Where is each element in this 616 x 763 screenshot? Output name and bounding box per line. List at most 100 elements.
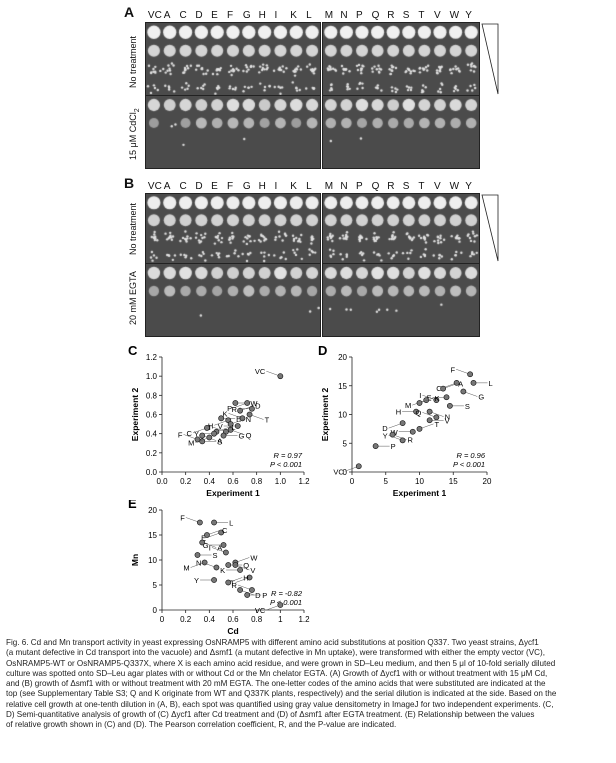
column-header-f: F — [227, 10, 234, 21]
y-tick-label: 20 — [338, 353, 347, 362]
y-tick-label: 0.4 — [146, 430, 158, 439]
column-header-w: W — [449, 10, 460, 21]
point-label: VC — [333, 467, 344, 476]
panel-b-row-egta: 20 mM EGTA — [128, 271, 138, 325]
panel-label: D — [318, 345, 327, 358]
column-header-p: P — [356, 10, 363, 21]
caption-line: (a mutant defective in Cd transport into… — [6, 648, 545, 658]
point-label: N — [196, 559, 201, 568]
point-label: A — [458, 380, 463, 389]
data-point — [277, 373, 284, 380]
column-header-h: H — [258, 10, 266, 21]
x-tick-label: 0.2 — [180, 615, 192, 624]
point-label: G — [203, 541, 209, 550]
data-point — [234, 423, 241, 429]
column-header-f: F — [227, 181, 234, 192]
point-label: Y — [194, 430, 199, 439]
data-point — [206, 434, 213, 441]
point-label: L — [489, 379, 493, 388]
data-point — [199, 539, 206, 546]
x-tick-label: 20 — [483, 477, 492, 486]
point-label: T — [265, 416, 270, 425]
column-header-l: L — [306, 10, 312, 21]
column-header-s: S — [402, 10, 410, 21]
y-tick-label: 1.0 — [146, 372, 158, 381]
stat-label: R = -0.82 — [271, 589, 303, 598]
x-tick-label: 5 — [384, 477, 389, 486]
stat-label: P < 0.001 — [270, 598, 302, 607]
point-label: A — [217, 544, 222, 553]
point-label: A — [217, 437, 222, 446]
column-header-c: C — [179, 10, 187, 21]
column-header-t: T — [418, 181, 425, 192]
y-tick-label: 1.2 — [146, 353, 158, 362]
y-tick-label: 0.0 — [146, 468, 158, 477]
point-label: I — [209, 544, 211, 553]
caption-line: D) Semi-quantitative analysis of growth … — [6, 710, 535, 720]
column-header-a: A — [163, 181, 171, 192]
point-label: W — [391, 428, 399, 437]
column-header-m: M — [324, 10, 334, 21]
x-tick-label: 10 — [415, 477, 424, 486]
panel-label: C — [128, 345, 138, 358]
data-point — [433, 414, 440, 421]
data-point — [223, 549, 229, 556]
plate-a-no-treatment-right — [322, 22, 480, 98]
data-point — [225, 579, 232, 586]
point-label: F — [178, 430, 183, 439]
x-tick-label: 0.4 — [204, 477, 216, 486]
data-point — [237, 407, 243, 414]
column-header-t: T — [418, 10, 425, 21]
x-tick-label: 1 — [278, 615, 283, 624]
point-label: V — [218, 422, 223, 431]
caption-line: top (see Supplementary Table S3; Q and K… — [6, 689, 557, 699]
point-label: R — [232, 405, 238, 414]
column-header-q: Q — [371, 10, 380, 21]
data-point — [246, 574, 253, 581]
point-label: S — [217, 437, 222, 446]
y-tick-label: 0.6 — [146, 411, 158, 420]
point-label: H — [396, 408, 401, 417]
column-header-d: D — [195, 10, 203, 21]
column-header-m: M — [324, 181, 334, 192]
y-tick-label: 10 — [148, 556, 157, 565]
column-header-l: L — [306, 181, 312, 192]
x-tick-label: 0.6 — [227, 615, 239, 624]
data-point — [196, 519, 203, 526]
y-tick-label: 0 — [343, 468, 348, 477]
data-point — [204, 532, 210, 538]
point-label: M — [188, 439, 194, 448]
data-point — [399, 437, 406, 444]
plate-b-egta-left — [145, 263, 321, 337]
chart-d: 0 5 10 15 20 0 5 10 15 20 Experiment 1 Experiment 2… — [318, 345, 493, 498]
y-tick-label: 0 — [153, 606, 158, 615]
plate-a-cd-left — [145, 95, 321, 169]
column-header-i: I — [274, 10, 278, 21]
dilution-triangle-b — [481, 194, 499, 262]
column-header-r: R — [387, 181, 395, 192]
y-tick-label: 15 — [338, 382, 347, 391]
point-label: F — [451, 365, 456, 374]
x-tick-label: 1.2 — [298, 615, 310, 624]
column-header-r: R — [387, 10, 395, 21]
plate-b-no-treatment-right — [322, 193, 480, 265]
point-label: C — [436, 384, 442, 393]
data-point — [277, 602, 284, 608]
caption-line: Fig. 6. Cd and Mn transport activity in … — [6, 638, 539, 647]
y-tick-label: 0.2 — [146, 449, 158, 458]
data-point — [246, 411, 253, 418]
point-label: D — [255, 402, 261, 411]
caption-line: relative cell growth at one-tenth diluti… — [6, 699, 554, 709]
caption-line: of relative growth shown in (C) and (D).… — [6, 720, 397, 730]
point-label: G — [478, 393, 484, 402]
data-point — [220, 432, 227, 439]
point-label: S — [213, 551, 218, 560]
data-point — [433, 397, 440, 404]
point-label: L — [229, 519, 233, 528]
x-tick-label: 15 — [449, 477, 458, 486]
point-label: R — [232, 581, 238, 590]
point-label: D — [382, 424, 388, 433]
data-point — [443, 394, 450, 401]
data-point — [389, 431, 396, 438]
